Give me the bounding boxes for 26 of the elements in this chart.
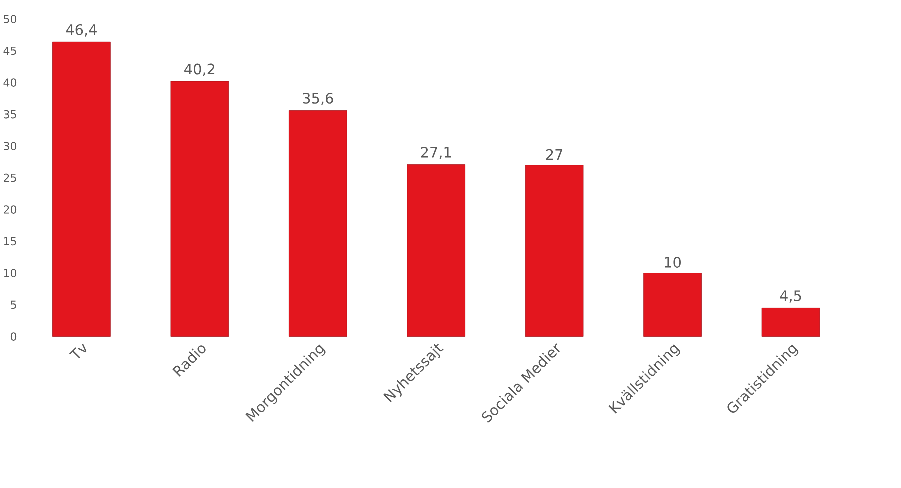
y-tick-label: 35 (4, 110, 16, 119)
bar (644, 272, 702, 337)
data-label: 46,4 (66, 24, 97, 37)
y-tick-label: 50 (4, 14, 17, 24)
y-tick-label: 0 (10, 332, 17, 341)
data-label: 4,5 (780, 290, 802, 303)
data-label: 10 (665, 256, 681, 268)
bar (52, 42, 111, 337)
data-label: 40,2 (184, 64, 215, 76)
y-tick-label: 10 (4, 268, 17, 278)
y-tick-label: 40 (4, 78, 17, 87)
data-label: 27,1 (421, 146, 452, 160)
bar (407, 164, 466, 337)
data-label: 35,6 (303, 92, 334, 106)
x-tick-label: Tv (69, 344, 87, 359)
data-label: 27 (546, 149, 563, 160)
y-tick-label: 30 (4, 142, 17, 150)
y-tick-label: 45 (4, 46, 16, 55)
bar (525, 164, 584, 337)
y-tick-label: 15 (4, 237, 16, 246)
bar (762, 308, 820, 337)
bar (288, 110, 348, 337)
y-tick-label: 25 (4, 174, 16, 182)
y-tick-label: 5 (11, 300, 16, 309)
bar (170, 81, 230, 337)
y-tick-label: 20 (4, 205, 17, 214)
